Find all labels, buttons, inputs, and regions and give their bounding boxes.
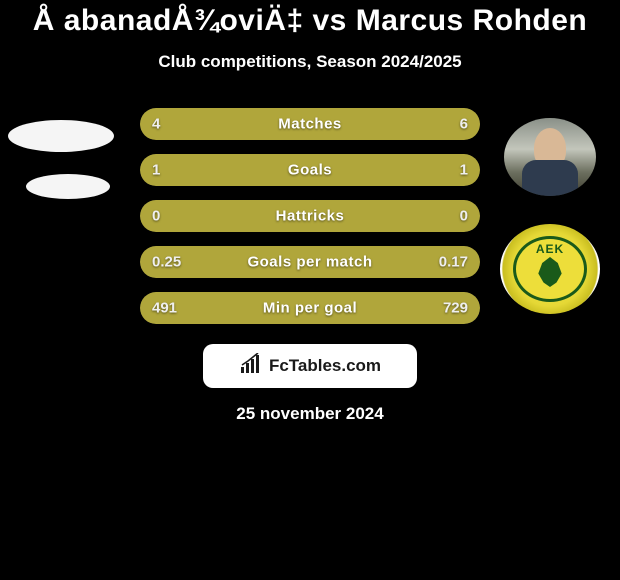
player-photo bbox=[504, 118, 596, 196]
stat-value-left: 491 bbox=[152, 300, 177, 317]
brand-text: FcTables.com bbox=[269, 356, 381, 376]
stat-fill-right bbox=[310, 154, 480, 186]
stat-label: Goals per match bbox=[247, 254, 372, 271]
stat-label: Matches bbox=[278, 116, 342, 133]
stat-fill-left bbox=[140, 154, 310, 186]
right-player-column bbox=[500, 118, 600, 314]
stat-value-left: 0 bbox=[152, 208, 160, 225]
stat-label: Min per goal bbox=[263, 300, 357, 317]
stat-label: Goals bbox=[288, 162, 332, 179]
club-badge bbox=[500, 224, 600, 314]
stat-value-right: 0.17 bbox=[439, 254, 468, 271]
stat-value-left: 1 bbox=[152, 162, 160, 179]
stat-label: Hattricks bbox=[276, 208, 345, 225]
stats-comparison: 4 6 Matches 1 1 Goals 0 0 Hattricks 0.25 0.17 Goals… bbox=[140, 108, 480, 324]
stat-value-right: 729 bbox=[443, 300, 468, 317]
stat-value-left: 0.25 bbox=[152, 254, 181, 271]
stat-value-right: 6 bbox=[460, 116, 468, 133]
page-title: Å abanadÅ¾oviÄ‡ vs Marcus Rohden bbox=[0, 0, 620, 38]
footer-date: 25 november 2024 bbox=[0, 404, 620, 424]
stat-value-left: 4 bbox=[152, 116, 160, 133]
left-player-placeholders bbox=[8, 120, 114, 199]
stat-row: 0 0 Hattricks bbox=[140, 200, 480, 232]
brand-chart-icon bbox=[239, 353, 263, 380]
stat-row: 1 1 Goals bbox=[140, 154, 480, 186]
club-badge-placeholder bbox=[26, 174, 110, 199]
stat-fill-left bbox=[140, 108, 276, 140]
stat-row: 491 729 Min per goal bbox=[140, 292, 480, 324]
brand-card: FcTables.com bbox=[203, 344, 417, 388]
stat-row: 4 6 Matches bbox=[140, 108, 480, 140]
page-subtitle: Club competitions, Season 2024/2025 bbox=[0, 52, 620, 72]
stat-value-right: 1 bbox=[460, 162, 468, 179]
player-photo-placeholder bbox=[8, 120, 114, 152]
stat-value-right: 0 bbox=[460, 208, 468, 225]
stat-row: 0.25 0.17 Goals per match bbox=[140, 246, 480, 278]
